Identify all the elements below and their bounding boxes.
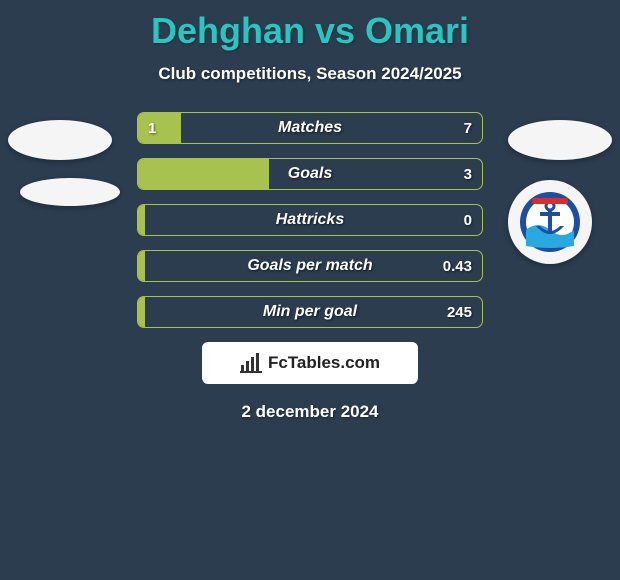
stat-value-right: 3 [464, 159, 472, 189]
stat-bar: 1 7Matches [137, 112, 483, 144]
anchor-badge-icon [518, 190, 582, 254]
club-right-badge [508, 180, 592, 264]
club-left-badge [20, 178, 120, 206]
stat-bars: 1 7Matches 3Goals 0Hattricks 0.43Goals per m… [137, 112, 483, 328]
brand-text: FcTables.com [268, 353, 380, 373]
stat-label: Hattricks [138, 205, 482, 235]
content-area: 1 7Matches 3Goals 0Hattricks 0.43Goals per m… [0, 112, 620, 422]
player-left-avatar [8, 120, 112, 160]
stat-value-left: 1 [148, 113, 156, 143]
stat-value-right: 7 [464, 113, 472, 143]
stat-label: Min per goal [138, 297, 482, 327]
stat-label: Goals [138, 159, 482, 189]
date-text: 2 december 2024 [0, 402, 620, 422]
stat-label: Matches [138, 113, 482, 143]
stat-bar: 3Goals [137, 158, 483, 190]
page-title: Dehghan vs Omari [0, 0, 620, 52]
brand-box[interactable]: FcTables.com [202, 342, 418, 384]
stat-value-right: 0 [464, 205, 472, 235]
stat-label: Goals per match [138, 251, 482, 281]
stat-bar: 245Min per goal [137, 296, 483, 328]
stat-bar: 0.43Goals per match [137, 250, 483, 282]
stat-value-right: 0.43 [443, 251, 472, 281]
stat-bar: 0Hattricks [137, 204, 483, 236]
page-subtitle: Club competitions, Season 2024/2025 [0, 64, 620, 84]
player-right-avatar [508, 120, 612, 160]
bar-chart-icon [240, 353, 262, 373]
stat-value-right: 245 [447, 297, 472, 327]
